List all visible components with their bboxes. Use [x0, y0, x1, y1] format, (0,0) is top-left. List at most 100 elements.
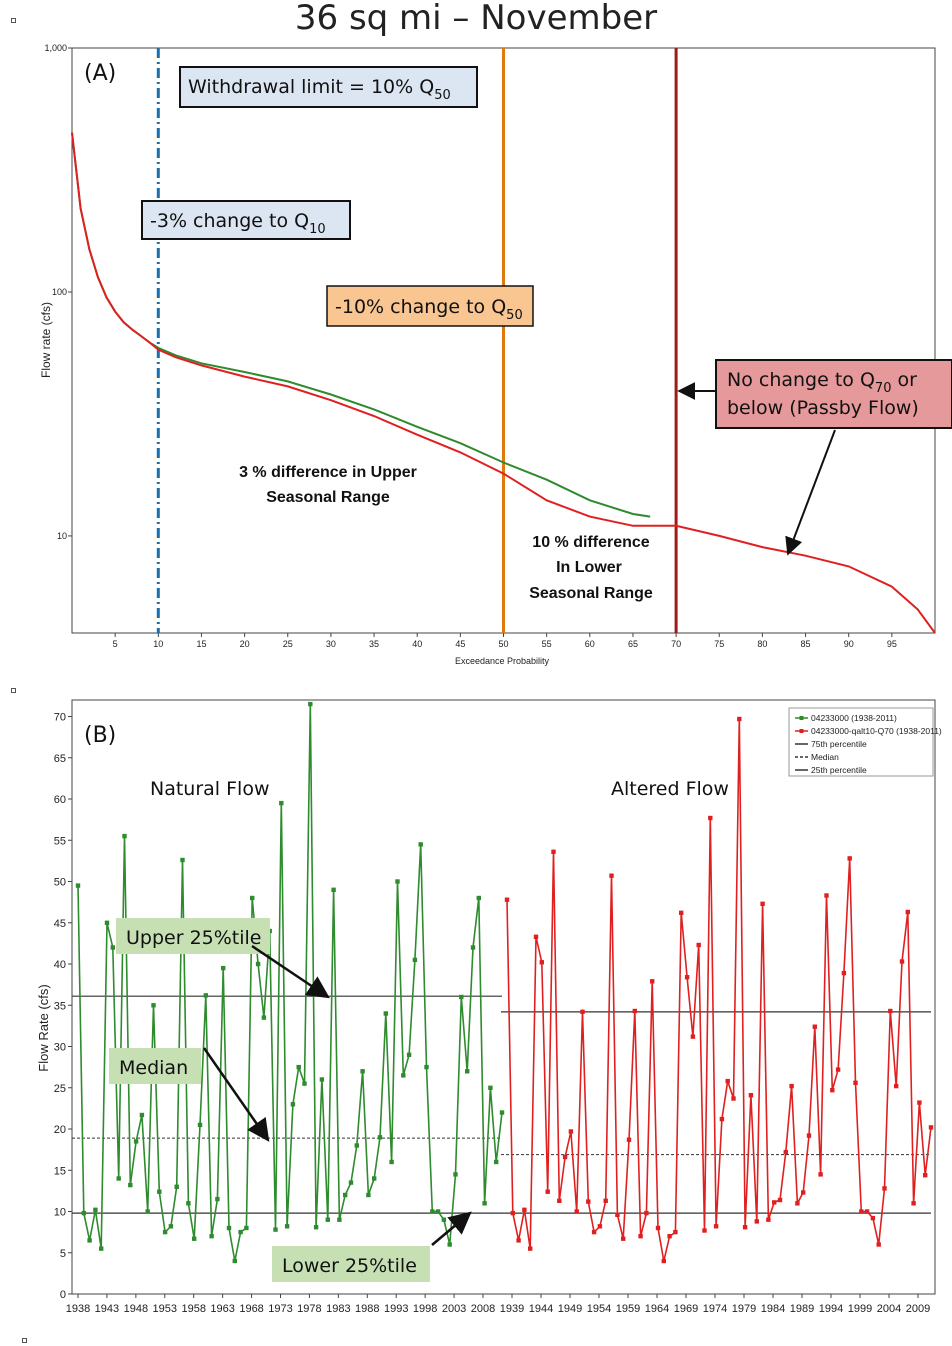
data-point — [545, 1189, 550, 1194]
data-point — [789, 1083, 794, 1089]
data-point — [221, 965, 226, 971]
x-tick-label: 1983 — [326, 1303, 350, 1315]
data-point — [383, 1011, 388, 1016]
data-point — [273, 1227, 278, 1232]
data-point — [899, 959, 905, 964]
data-point — [638, 1234, 643, 1239]
data-point — [853, 1080, 858, 1085]
data-point — [882, 1186, 887, 1191]
data-point — [917, 1100, 922, 1105]
data-point — [389, 1159, 394, 1165]
data-point — [87, 1238, 92, 1243]
data-point — [824, 893, 829, 898]
data-point — [244, 1225, 249, 1231]
data-point — [174, 1184, 179, 1189]
x-tick-label: 1939 — [500, 1303, 524, 1315]
lower-25-box — [272, 1246, 430, 1282]
altered-flow-label: Altered Flow — [611, 778, 729, 800]
x-tick-label: 1958 — [181, 1303, 205, 1315]
data-point — [168, 1224, 174, 1229]
x-tick-label: 1953 — [153, 1303, 177, 1315]
y-tick-label: 5 — [60, 1248, 66, 1260]
x-tick-label: 1993 — [384, 1303, 408, 1315]
x-tick-label: 70 — [671, 639, 681, 649]
data-point — [197, 1122, 203, 1128]
y-tick-label: 10 — [57, 531, 67, 541]
y-tick-label: 100 — [52, 287, 67, 297]
upper-25-box — [116, 918, 270, 954]
data-point — [104, 920, 110, 925]
x-tick-label: 1954 — [587, 1303, 611, 1315]
median-box — [109, 1048, 201, 1084]
data-point — [835, 1067, 841, 1072]
data-point — [650, 979, 655, 984]
data-point — [494, 1159, 499, 1165]
data-point — [859, 1209, 864, 1214]
data-point — [673, 1229, 678, 1235]
data-point — [180, 857, 185, 863]
y-tick-label: 55 — [54, 835, 66, 847]
x-tick-label: 75 — [714, 639, 724, 649]
data-point — [261, 1015, 267, 1020]
x-tick-label: 50 — [498, 639, 508, 649]
x-tick-label: 1978 — [297, 1303, 321, 1315]
y-tick-label: 0 — [60, 1289, 66, 1301]
x-tick-label: 45 — [455, 639, 465, 649]
x-tick-label: 55 — [542, 639, 552, 649]
data-point — [772, 1200, 777, 1205]
data-point — [533, 934, 539, 939]
y-tick-label: 40 — [54, 959, 66, 971]
data-point — [238, 1229, 243, 1235]
x-tick-label: 95 — [887, 639, 897, 649]
x-tick-label: 5 — [113, 639, 118, 649]
data-point — [731, 1096, 736, 1101]
data-point — [911, 1201, 916, 1206]
q50-change-label: -10% change to Q50 — [335, 296, 523, 323]
flow-series-line — [506, 718, 932, 1262]
x-tick-label: 35 — [369, 639, 379, 649]
x-tick-label: 25 — [283, 639, 293, 649]
data-point — [186, 1201, 191, 1206]
x-tick-label: 1999 — [848, 1303, 872, 1315]
x-tick-label: 1984 — [761, 1303, 785, 1315]
slide-bullet-marker — [22, 1338, 27, 1343]
data-point — [488, 1085, 493, 1090]
data-point — [748, 1093, 754, 1098]
data-point — [331, 887, 336, 892]
y-axis-label: Flow Rate (cfs) — [36, 984, 51, 1071]
data-point — [557, 1198, 562, 1203]
data-point — [696, 942, 701, 948]
data-point — [162, 1229, 168, 1235]
data-point — [476, 895, 481, 901]
withdrawal-limit-box — [179, 66, 478, 108]
panel-label-b: (B) — [84, 723, 116, 748]
data-point — [621, 1236, 626, 1241]
data-point — [504, 897, 510, 902]
data-point — [395, 879, 400, 884]
x-tick-label: 80 — [757, 639, 767, 649]
data-point — [75, 883, 81, 888]
data-point — [510, 1210, 515, 1216]
data-point — [551, 849, 556, 854]
data-point — [93, 1207, 98, 1212]
data-point — [870, 1215, 876, 1221]
passby-flow-label-line1: No change to Q70 or — [727, 369, 917, 396]
data-point — [435, 1209, 441, 1214]
data-point — [777, 1197, 783, 1203]
data-point — [122, 833, 127, 839]
legend: 04233000 (1938-2011) 04233000-qalt10-Q70 … — [788, 707, 942, 777]
data-point — [133, 1139, 139, 1144]
data-point — [626, 1137, 632, 1142]
data-point — [465, 1069, 470, 1074]
data-point — [470, 945, 476, 950]
data-point — [516, 1238, 521, 1243]
x-tick-label: 2004 — [877, 1303, 901, 1315]
passby-flow-box — [715, 359, 952, 429]
data-point — [864, 1209, 870, 1214]
y-tick-label: 1,000 — [44, 43, 67, 53]
y-tick-label: 20 — [54, 1124, 66, 1136]
slide-bullet-marker — [11, 688, 16, 693]
x-tick-label: 1989 — [790, 1303, 814, 1315]
x-tick-label: 1964 — [645, 1303, 669, 1315]
x-tick-label: 2003 — [442, 1303, 466, 1315]
